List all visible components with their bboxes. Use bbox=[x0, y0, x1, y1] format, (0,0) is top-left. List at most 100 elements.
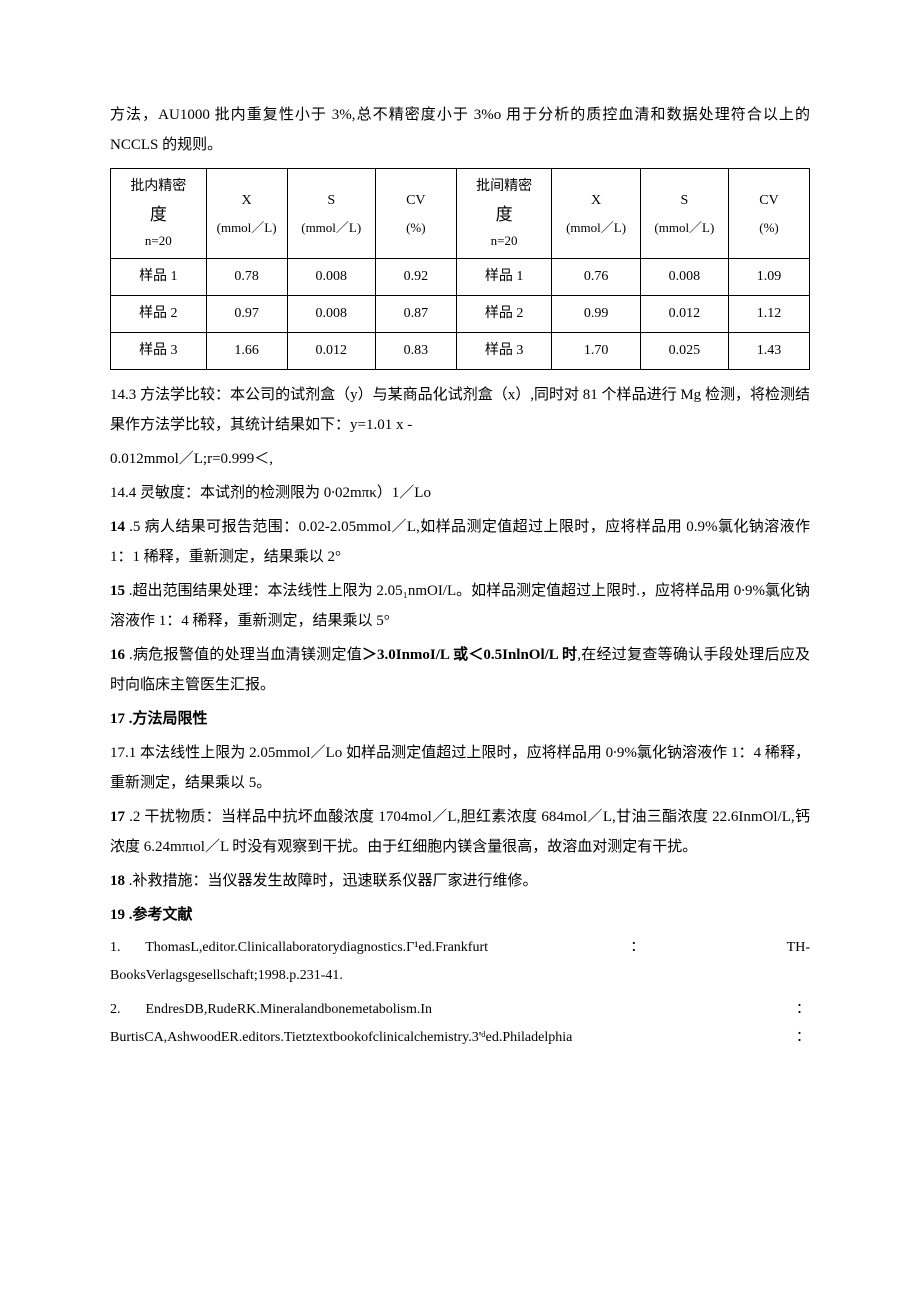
hdr-between: 批间精密 度 n=20 bbox=[456, 169, 552, 259]
hdr-s2-l1: S bbox=[643, 187, 726, 215]
hdr-cv1: CV (%) bbox=[375, 169, 456, 259]
intro-paragraph: 方法，AU1000 批内重复性小于 3%,总不精密度小于 3%o 用于分析的质控… bbox=[110, 100, 810, 160]
lead-17-2: 17 bbox=[110, 809, 125, 825]
para-15: 15 .超出范围结果处理：本法线性上限为 2.05₁nmOI/L。如样品测定值超… bbox=[110, 576, 810, 636]
hdr-s1-l2: (mmol／L) bbox=[290, 215, 373, 241]
hdr-s1: S (mmol／L) bbox=[287, 169, 375, 259]
hdr-cv2-l2: (%) bbox=[731, 215, 807, 241]
body-17-2: .2 干扰物质：当样品中抗坏血酸浓度 1704mol／L,胆红素浓度 684mo… bbox=[110, 809, 810, 855]
hdr-x2-l2: (mmol／L) bbox=[554, 215, 637, 241]
cell: 0.012 bbox=[640, 296, 728, 333]
lead-18: 18 bbox=[110, 873, 125, 889]
cell: 0.012 bbox=[287, 333, 375, 370]
ref2-a: EndresDB,RudeRK.Mineralandbonemetabolism… bbox=[146, 1002, 433, 1017]
lead-19: 19 bbox=[110, 907, 125, 923]
hdr-cv2: CV (%) bbox=[729, 169, 810, 259]
ref2-line2: BurtisCA,AshwoodER.editors.Tietztextbook… bbox=[110, 1024, 810, 1052]
cell: 样品 2 bbox=[111, 296, 207, 333]
ref2-b: ： bbox=[796, 996, 810, 1024]
body-19: .参考文献 bbox=[125, 907, 193, 923]
hdr-x1-l1: X bbox=[209, 187, 285, 215]
cell: 0.83 bbox=[375, 333, 456, 370]
lead-17: 17 bbox=[110, 711, 125, 727]
para-14-4: 14.4 灵敏度：本试剂的检测限为 0∙02mπκ）1／Lo bbox=[110, 478, 810, 508]
body-18: .补救措施：当仪器发生故障时，迅速联系仪器厂家进行维修。 bbox=[125, 873, 538, 889]
para-17-2: 17 .2 干扰物质：当样品中抗坏血酸浓度 1704mol／L,胆红素浓度 68… bbox=[110, 802, 810, 862]
hdr-x2: X (mmol／L) bbox=[552, 169, 640, 259]
cell: 0.99 bbox=[552, 296, 640, 333]
document-page: 方法，AU1000 批内重复性小于 3%,总不精密度小于 3%o 用于分析的质控… bbox=[0, 0, 920, 1118]
cell: 1.09 bbox=[729, 259, 810, 296]
hdr-x1-l2: (mmol／L) bbox=[209, 215, 285, 241]
cell: 0.92 bbox=[375, 259, 456, 296]
body-16b: ＞3.0InmoI/L 或＜0.5InlnOl/L 时 bbox=[362, 647, 577, 663]
cell: 样品 2 bbox=[456, 296, 552, 333]
cell: 1.66 bbox=[206, 333, 287, 370]
lead-15: 15 bbox=[110, 583, 125, 599]
table-row: 样品 3 1.66 0.012 0.83 样品 3 1.70 0.025 1.4… bbox=[111, 333, 810, 370]
cell: 样品 3 bbox=[111, 333, 207, 370]
hdr-within-l2: 度 bbox=[113, 201, 204, 228]
para-14-3b: 0.012mmol／L;r=0.999＜, bbox=[110, 444, 810, 474]
cell: 样品 1 bbox=[456, 259, 552, 296]
body-16a: .病危报警值的处理当血清镁测定值 bbox=[125, 647, 362, 663]
table-row: 样品 1 0.78 0.008 0.92 样品 1 0.76 0.008 1.0… bbox=[111, 259, 810, 296]
cell: 0.025 bbox=[640, 333, 728, 370]
para-17-1: 17.1 本法线性上限为 2.05mmol／Lo 如样品测定值超过上限时，应将样… bbox=[110, 738, 810, 798]
hdr-x2-l1: X bbox=[554, 187, 637, 215]
precision-table: 批内精密 度 n=20 X (mmol／L) S (mmol／L) CV (%)… bbox=[110, 168, 810, 370]
body-14-5: .5 病人结果可报告范围：0.02-2.05mmol／L,如样品测定值超过上限时… bbox=[110, 519, 810, 565]
cell: 0.008 bbox=[287, 296, 375, 333]
hdr-x1: X (mmol／L) bbox=[206, 169, 287, 259]
cell: 1.70 bbox=[552, 333, 640, 370]
cell: 0.87 bbox=[375, 296, 456, 333]
para-19: 19 .参考文献 bbox=[110, 900, 810, 930]
ref2-line1: 2. EndresDB,RudeRK.Mineralandbonemetabol… bbox=[110, 996, 810, 1024]
ref1-a: ThomasL,editor.Clinicallaboratorydiagnos… bbox=[145, 940, 488, 955]
table-header-row: 批内精密 度 n=20 X (mmol／L) S (mmol／L) CV (%)… bbox=[111, 169, 810, 259]
hdr-between-l1: 批间精密 bbox=[459, 173, 550, 201]
hdr-s2-l2: (mmol／L) bbox=[643, 215, 726, 241]
hdr-cv1-l2: (%) bbox=[378, 215, 454, 241]
hdr-within-l1: 批内精密 bbox=[113, 173, 204, 201]
cell: 0.008 bbox=[640, 259, 728, 296]
cell: 样品 3 bbox=[456, 333, 552, 370]
ref1-num: 1. bbox=[110, 934, 142, 962]
hdr-within: 批内精密 度 n=20 bbox=[111, 169, 207, 259]
references-block: 1. ThomasL,editor.Clinicallaboratorydiag… bbox=[110, 934, 810, 1052]
reference-1: 1. ThomasL,editor.Clinicallaboratorydiag… bbox=[110, 934, 810, 990]
ref2-d: BurtisCA,AshwoodER.editors.Tietztextbook… bbox=[110, 1024, 572, 1052]
cell: 0.008 bbox=[287, 259, 375, 296]
para-18: 18 .补救措施：当仪器发生故障时，迅速联系仪器厂家进行维修。 bbox=[110, 866, 810, 896]
ref1-line1: 1. ThomasL,editor.Clinicallaboratorydiag… bbox=[110, 934, 488, 962]
para-14-3a: 14.3 方法学比较：本公司的试剂盒（y）与某商品化试剂盒（x）,同时对 81 … bbox=[110, 380, 810, 440]
ref1-c: TH- bbox=[787, 934, 810, 962]
para-16: 16 .病危报警值的处理当血清镁测定值＞3.0InmoI/L 或＜0.5Inln… bbox=[110, 640, 810, 700]
table-row: 样品 2 0.97 0.008 0.87 样品 2 0.99 0.012 1.1… bbox=[111, 296, 810, 333]
hdr-within-l3: n=20 bbox=[113, 228, 204, 254]
body-15: .超出范围结果处理：本法线性上限为 2.05₁nmOI/L。如样品测定值超过上限… bbox=[110, 583, 810, 629]
para-14-5: 14 .5 病人结果可报告范围：0.02-2.05mmol／L,如样品测定值超过… bbox=[110, 512, 810, 572]
cell: 1.43 bbox=[729, 333, 810, 370]
ref2-left: 2. EndresDB,RudeRK.Mineralandbonemetabol… bbox=[110, 996, 432, 1024]
para-17-head: 17 .方法局限性 bbox=[110, 704, 810, 734]
hdr-cv1-l1: CV bbox=[378, 187, 454, 215]
ref1-d: BooksVerlagsgesellschaft;1998.p.231-41. bbox=[110, 962, 810, 990]
hdr-between-l3: n=20 bbox=[459, 228, 550, 254]
hdr-s2: S (mmol／L) bbox=[640, 169, 728, 259]
cell: 0.76 bbox=[552, 259, 640, 296]
cell: 0.97 bbox=[206, 296, 287, 333]
body-17-head: .方法局限性 bbox=[125, 711, 208, 727]
hdr-cv2-l1: CV bbox=[731, 187, 807, 215]
hdr-s1-l1: S bbox=[290, 187, 373, 215]
cell: 1.12 bbox=[729, 296, 810, 333]
lead-14-5: 14 bbox=[110, 519, 125, 535]
ref1-b: ： bbox=[630, 934, 644, 962]
reference-2: 2. EndresDB,RudeRK.Mineralandbonemetabol… bbox=[110, 996, 810, 1052]
hdr-between-l2: 度 bbox=[459, 201, 550, 228]
ref2-e: ： bbox=[796, 1024, 810, 1052]
cell: 0.78 bbox=[206, 259, 287, 296]
lead-16: 16 bbox=[110, 647, 125, 663]
cell: 样品 1 bbox=[111, 259, 207, 296]
ref2-num: 2. bbox=[110, 996, 142, 1024]
